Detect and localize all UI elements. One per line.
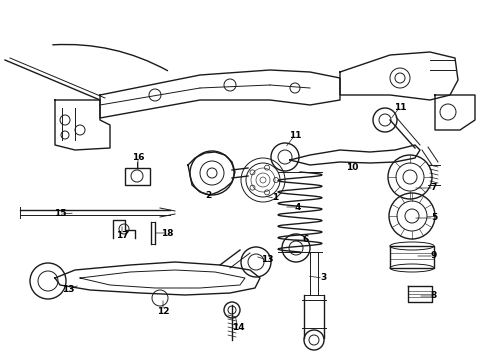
Text: 1: 1 [272,194,278,202]
Text: 15: 15 [54,210,66,219]
Text: 6: 6 [303,235,309,244]
Text: 5: 5 [431,213,437,222]
Text: 18: 18 [161,229,173,238]
Text: 3: 3 [320,274,326,283]
Text: 9: 9 [431,252,437,261]
Text: 14: 14 [232,324,245,333]
Text: 16: 16 [132,153,144,162]
Text: 17: 17 [116,230,128,239]
Polygon shape [160,208,175,217]
Text: 10: 10 [346,163,358,172]
Text: 8: 8 [431,292,437,301]
Text: 13: 13 [261,256,273,265]
Text: 13: 13 [62,284,74,293]
Polygon shape [125,168,150,185]
Text: 4: 4 [295,202,301,211]
Text: 11: 11 [289,130,301,139]
Text: 12: 12 [157,306,169,315]
Text: 7: 7 [431,184,437,193]
Text: 2: 2 [205,190,211,199]
Text: 11: 11 [394,103,406,112]
